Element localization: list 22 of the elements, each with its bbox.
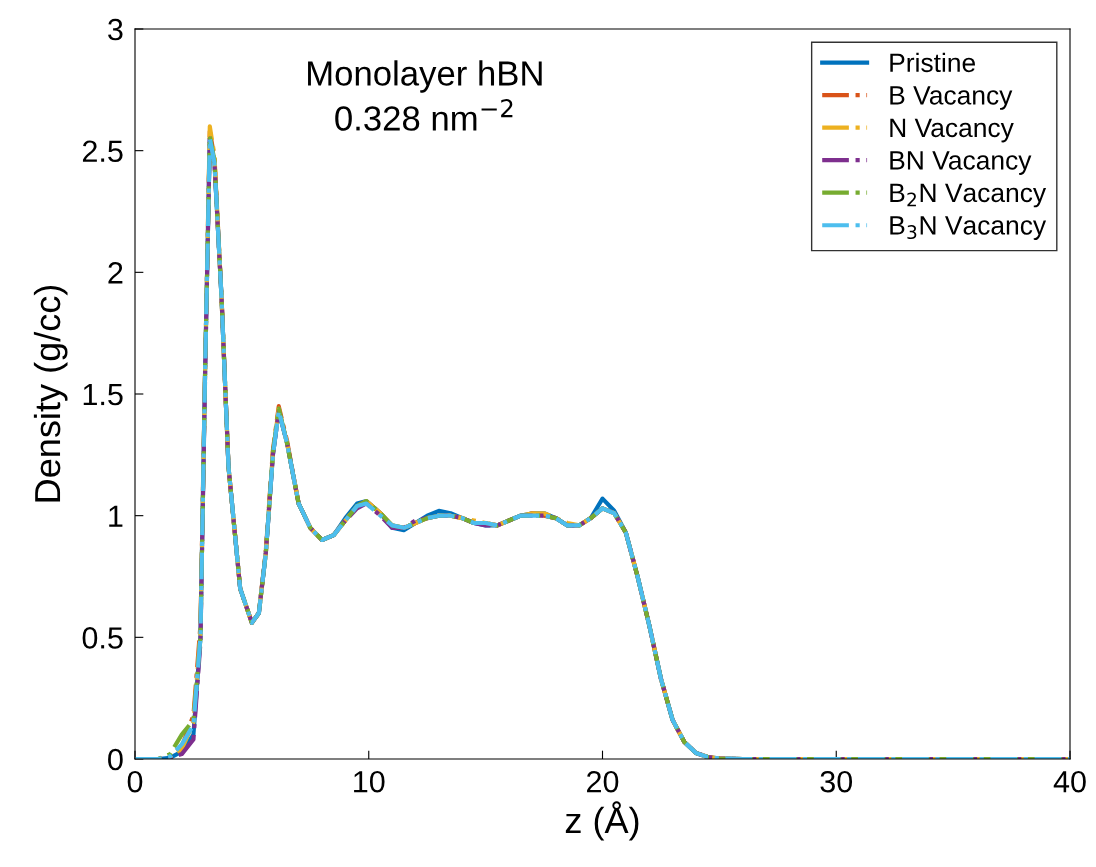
- legend-label: Pristine: [890, 52, 975, 73]
- x-tick-label: 30: [820, 770, 853, 793]
- legend-label: B$_{2}$N Vacancy: [890, 183, 1047, 208]
- annotation: Monolayer hBN: [308, 60, 542, 93]
- y-tick-label: 2.5: [82, 140, 123, 163]
- legend-label: B Vacancy: [890, 86, 1013, 110]
- legend-label: BN Vacancy: [890, 151, 1032, 175]
- y-tick-label: 0.5: [82, 627, 123, 649]
- x-tick-label: 10: [354, 770, 385, 793]
- x-tick-label: 20: [587, 770, 619, 793]
- y-tick-label: 2: [108, 262, 123, 284]
- x-tick-label: 40: [1053, 770, 1086, 793]
- legend-label: N Vacancy: [890, 118, 1014, 143]
- y-tick-label: 1.5: [83, 384, 123, 406]
- x-tick-label: 0: [127, 770, 143, 793]
- y-axis-title: Density (g/cc): [33, 285, 68, 502]
- y-tick-label: 0: [108, 748, 123, 771]
- annotation: 0.328 nm$^{−2}$: [335, 99, 513, 131]
- x-axis-title: z (Å): [565, 801, 639, 841]
- y-tick-label: 3: [108, 18, 123, 41]
- y-tick-label: 1: [109, 505, 123, 527]
- legend-label: B$_{3}$N Vacancy: [890, 216, 1047, 240]
